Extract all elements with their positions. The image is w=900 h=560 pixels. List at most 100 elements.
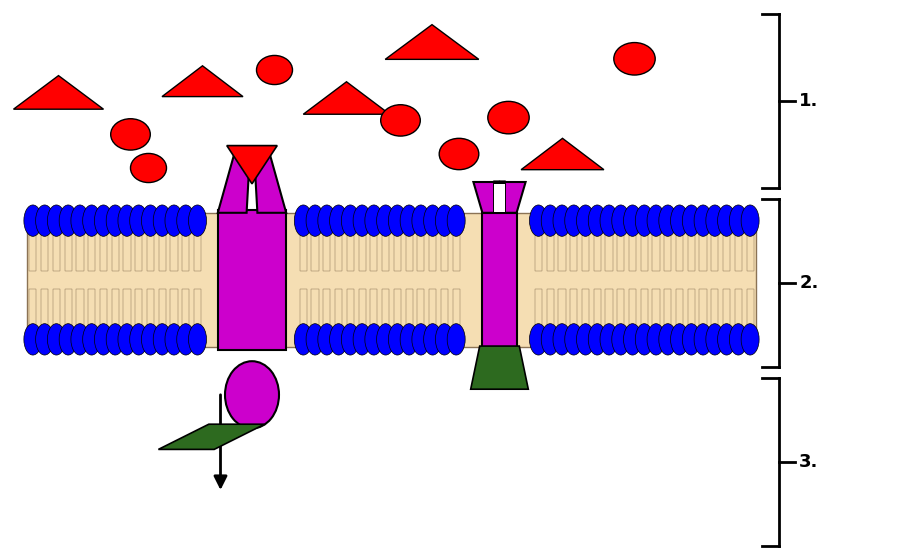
Bar xyxy=(746,289,753,333)
Ellipse shape xyxy=(589,205,607,236)
Polygon shape xyxy=(162,66,243,96)
Ellipse shape xyxy=(612,205,630,236)
Ellipse shape xyxy=(659,205,677,236)
Ellipse shape xyxy=(94,205,112,236)
Bar xyxy=(453,289,460,333)
Ellipse shape xyxy=(48,324,66,355)
Bar xyxy=(53,227,60,271)
Ellipse shape xyxy=(635,324,653,355)
Bar xyxy=(453,227,460,271)
Ellipse shape xyxy=(741,205,759,236)
Ellipse shape xyxy=(389,324,407,355)
Ellipse shape xyxy=(59,205,77,236)
Bar xyxy=(147,227,154,271)
Ellipse shape xyxy=(329,324,347,355)
Bar xyxy=(546,227,554,271)
Ellipse shape xyxy=(717,324,735,355)
Bar xyxy=(335,227,342,271)
Bar xyxy=(346,289,354,333)
Ellipse shape xyxy=(389,205,407,236)
Ellipse shape xyxy=(436,324,454,355)
Bar xyxy=(123,227,130,271)
Ellipse shape xyxy=(412,205,430,236)
Ellipse shape xyxy=(294,324,312,355)
Bar xyxy=(429,289,436,333)
Ellipse shape xyxy=(614,43,655,75)
Bar xyxy=(311,289,319,333)
Bar xyxy=(418,227,425,271)
Ellipse shape xyxy=(48,205,66,236)
Ellipse shape xyxy=(647,205,665,236)
Bar xyxy=(418,289,425,333)
Bar xyxy=(88,289,95,333)
Bar xyxy=(711,227,718,271)
Bar xyxy=(65,227,72,271)
Bar xyxy=(76,289,84,333)
Bar xyxy=(723,289,730,333)
Ellipse shape xyxy=(83,205,101,236)
Ellipse shape xyxy=(670,324,688,355)
Ellipse shape xyxy=(36,205,54,236)
Bar xyxy=(170,227,177,271)
Bar xyxy=(30,289,37,333)
Ellipse shape xyxy=(400,205,418,236)
Ellipse shape xyxy=(659,324,677,355)
Bar xyxy=(558,227,565,271)
Ellipse shape xyxy=(577,324,595,355)
Ellipse shape xyxy=(447,324,465,355)
Ellipse shape xyxy=(553,205,571,236)
Ellipse shape xyxy=(36,324,54,355)
Ellipse shape xyxy=(153,324,171,355)
Bar xyxy=(112,289,119,333)
Ellipse shape xyxy=(624,324,642,355)
Ellipse shape xyxy=(612,324,630,355)
Bar xyxy=(27,213,756,347)
Ellipse shape xyxy=(94,324,112,355)
Bar xyxy=(65,289,72,333)
Ellipse shape xyxy=(141,324,159,355)
Ellipse shape xyxy=(565,324,583,355)
Bar xyxy=(652,227,660,271)
Ellipse shape xyxy=(71,205,89,236)
Text: 1.: 1. xyxy=(799,92,819,110)
Bar xyxy=(100,227,107,271)
Ellipse shape xyxy=(364,205,382,236)
Polygon shape xyxy=(254,148,286,213)
Ellipse shape xyxy=(306,324,324,355)
Ellipse shape xyxy=(59,324,77,355)
Ellipse shape xyxy=(706,205,724,236)
Polygon shape xyxy=(471,346,528,389)
Ellipse shape xyxy=(165,324,183,355)
Bar xyxy=(688,289,695,333)
Bar xyxy=(100,289,107,333)
Ellipse shape xyxy=(694,205,712,236)
Ellipse shape xyxy=(439,138,479,170)
Bar xyxy=(406,227,413,271)
Bar xyxy=(535,289,542,333)
Ellipse shape xyxy=(694,324,712,355)
Ellipse shape xyxy=(118,205,136,236)
Bar xyxy=(617,227,625,271)
Bar xyxy=(300,289,307,333)
Bar xyxy=(311,227,319,271)
Bar xyxy=(358,289,365,333)
Text: 3.: 3. xyxy=(799,453,819,471)
Ellipse shape xyxy=(318,205,336,236)
Ellipse shape xyxy=(412,324,430,355)
Ellipse shape xyxy=(176,324,194,355)
Bar xyxy=(606,227,613,271)
Ellipse shape xyxy=(717,205,735,236)
Bar xyxy=(41,227,49,271)
Polygon shape xyxy=(303,82,390,114)
Bar xyxy=(76,227,84,271)
Ellipse shape xyxy=(600,205,618,236)
Ellipse shape xyxy=(24,205,42,236)
Bar xyxy=(158,227,166,271)
Ellipse shape xyxy=(565,205,583,236)
Ellipse shape xyxy=(682,324,700,355)
Ellipse shape xyxy=(624,205,642,236)
Bar xyxy=(382,227,389,271)
Ellipse shape xyxy=(541,324,559,355)
Bar xyxy=(323,289,330,333)
Ellipse shape xyxy=(400,324,418,355)
